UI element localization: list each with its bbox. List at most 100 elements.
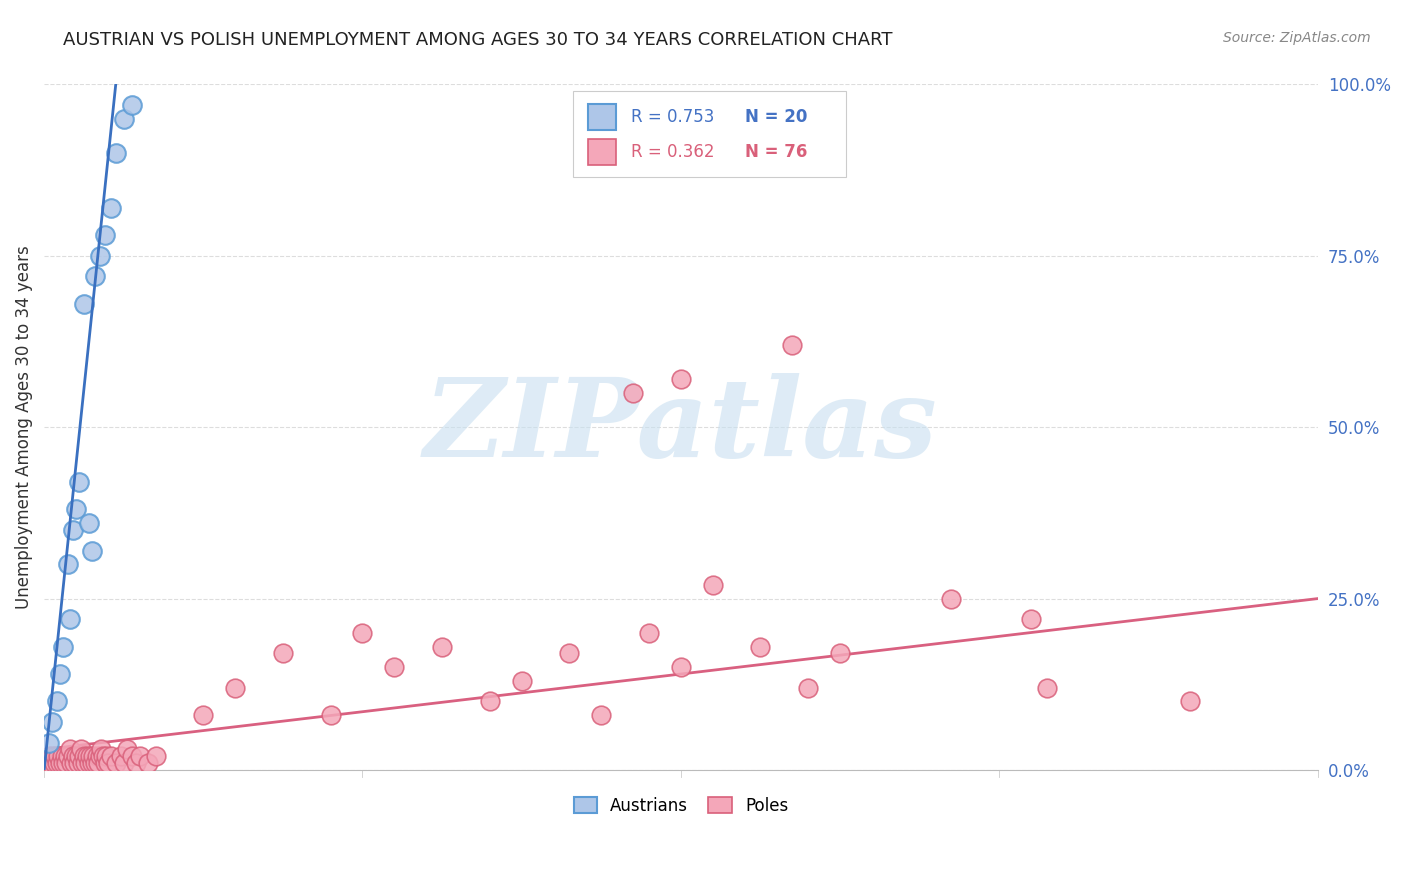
Text: AUSTRIAN VS POLISH UNEMPLOYMENT AMONG AGES 30 TO 34 YEARS CORRELATION CHART: AUSTRIAN VS POLISH UNEMPLOYMENT AMONG AG… (63, 31, 893, 49)
Point (67, 749, 90, 764)
Point (53, 749, 76, 764)
Point (37, 756, 59, 771)
Point (96, 749, 118, 764)
Point (45, 756, 67, 771)
Point (41, 749, 63, 764)
Point (84, 756, 107, 771)
Point (702, 578, 724, 592)
Point (65, 502, 87, 516)
Point (56, 749, 79, 764)
Point (319, 708, 342, 723)
Point (62, 749, 84, 764)
Text: N = 20: N = 20 (745, 108, 807, 127)
Point (110, 749, 132, 764)
Point (51, 749, 73, 764)
Point (38, 735, 60, 749)
Point (82, 749, 104, 764)
Point (89, 249, 111, 263)
Point (89, 749, 111, 764)
Point (271, 647, 294, 661)
Point (79, 749, 101, 764)
Point (91, 749, 114, 764)
Point (55, 756, 77, 771)
Point (104, 146, 127, 161)
Point (63, 756, 86, 771)
Point (591, 708, 613, 723)
Point (100, 749, 122, 764)
Point (97, 756, 120, 771)
Bar (588, 138, 616, 165)
Point (828, 647, 851, 661)
Point (90, 742, 112, 756)
Point (48, 749, 70, 764)
Point (193, 708, 215, 723)
Point (49, 667, 72, 681)
Point (80, 756, 103, 771)
Point (84, 269, 107, 284)
Point (382, 660, 405, 674)
Point (1180, 694, 1202, 708)
Point (1036, 681, 1059, 695)
Point (69, 742, 91, 756)
Point (136, 756, 159, 771)
Point (510, 673, 533, 688)
Point (65, 749, 87, 764)
Point (75, 756, 97, 771)
Point (1019, 612, 1042, 626)
Point (112, 112, 135, 126)
Point (76, 749, 98, 764)
Point (638, 626, 661, 640)
Point (73, 749, 96, 764)
Point (38, 749, 60, 764)
Point (56, 558, 79, 572)
Point (72, 756, 94, 771)
Point (478, 694, 501, 708)
Text: N = 76: N = 76 (745, 143, 807, 161)
Point (100, 201, 122, 215)
Point (224, 681, 246, 695)
Point (52, 756, 75, 771)
Point (669, 372, 692, 386)
Point (780, 338, 803, 352)
Point (125, 756, 148, 771)
Point (104, 756, 127, 771)
Text: Source: ZipAtlas.com: Source: ZipAtlas.com (1223, 31, 1371, 45)
Point (145, 749, 167, 764)
Point (49, 756, 72, 771)
Point (42, 756, 65, 771)
Y-axis label: Unemployment Among Ages 30 to 34 years: Unemployment Among Ages 30 to 34 years (15, 245, 32, 609)
Point (41, 714, 63, 729)
Point (73, 297, 96, 311)
Point (87, 756, 110, 771)
Point (66, 756, 89, 771)
Text: ZIPatlas: ZIPatlas (425, 374, 938, 481)
Point (45, 694, 67, 708)
Point (797, 681, 820, 695)
Point (60, 756, 83, 771)
Bar (572, 91, 846, 177)
Point (941, 591, 963, 606)
Point (121, 98, 143, 112)
Point (430, 640, 453, 654)
Point (749, 640, 772, 654)
Point (44, 749, 66, 764)
Point (58, 742, 80, 756)
Point (115, 742, 138, 756)
Point (93, 756, 115, 771)
Point (77, 516, 100, 531)
Point (112, 756, 135, 771)
Point (62, 523, 84, 537)
Point (128, 749, 150, 764)
Point (35, 756, 58, 771)
Text: R = 0.362: R = 0.362 (631, 143, 714, 161)
Point (77, 756, 100, 771)
Point (52, 640, 75, 654)
Point (121, 749, 143, 764)
Point (67, 475, 90, 489)
Point (93, 228, 115, 243)
Point (621, 386, 644, 401)
Point (352, 626, 374, 640)
Point (39, 756, 62, 771)
Point (558, 647, 581, 661)
Point (80, 543, 103, 558)
